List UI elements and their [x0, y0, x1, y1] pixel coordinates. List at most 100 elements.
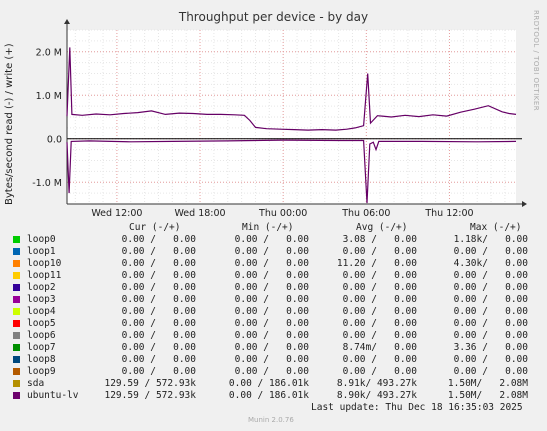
- device-name: loop9: [27, 366, 56, 377]
- legend-swatch: [13, 248, 20, 255]
- x-tick-label: Thu 06:00: [341, 208, 390, 219]
- legend-row: loop8 0.00 / 0.00 0.00 / 0.00 0.00 / 0.00 0.…: [0, 354, 547, 366]
- header-max: Max (-/+): [470, 222, 522, 233]
- legend-swatch: [13, 236, 20, 243]
- max-value: 0.00 / 0.00: [453, 354, 528, 365]
- cur-value: 0.00 / 0.00: [121, 366, 196, 377]
- header-avg: Avg (-/+): [356, 222, 408, 233]
- device-name: loop0: [27, 234, 56, 245]
- device-name: loop6: [27, 330, 56, 341]
- legend-swatch: [13, 284, 20, 291]
- avg-value: 0.00 / 0.00: [342, 354, 417, 365]
- device-name: loop7: [27, 342, 56, 353]
- avg-value: 0.00 / 0.00: [342, 282, 417, 293]
- footer-version: Munin 2.0.76: [248, 416, 294, 424]
- legend-row: loop1 0.00 / 0.00 0.00 / 0.00 0.00 / 0.00 0.…: [0, 246, 547, 258]
- cur-value: 0.00 / 0.00: [121, 330, 196, 341]
- min-value: 0.00 / 0.00: [234, 354, 309, 365]
- legend-swatch: [13, 296, 20, 303]
- device-name: loop5: [27, 318, 56, 329]
- cur-value: 0.00 / 0.00: [121, 258, 196, 269]
- min-value: 0.00 / 0.00: [234, 294, 309, 305]
- device-name: loop10: [27, 258, 62, 269]
- avg-value: 0.00 / 0.00: [342, 270, 417, 281]
- max-value: 4.30k/ 0.00: [453, 258, 528, 269]
- legend-row: loop11 0.00 / 0.00 0.00 / 0.00 0.00 / 0.00 0…: [0, 270, 547, 282]
- device-name: ubuntu-lv: [27, 390, 79, 401]
- ubuntu-lv-write-line: [66, 47, 517, 131]
- avg-value: 11.20 / 0.00: [336, 258, 417, 269]
- legend-swatch: [13, 308, 20, 315]
- cur-value: 0.00 / 0.00: [121, 342, 196, 353]
- legend-row: loop5 0.00 / 0.00 0.00 / 0.00 0.00 / 0.00 0.…: [0, 318, 547, 330]
- x-axis-arrow: [522, 201, 527, 207]
- cur-value: 0.00 / 0.00: [121, 306, 196, 317]
- tick-labels: 2.0 M 1.0 M 0.0 -1.0 M Wed 12:00 Wed 18:00 Thu…: [32, 47, 473, 219]
- avg-value: 0.00 / 0.00: [342, 318, 417, 329]
- avg-value: 8.90k/ 493.27k: [336, 390, 417, 401]
- device-name: loop3: [27, 294, 56, 305]
- cur-value: 0.00 / 0.00: [121, 318, 196, 329]
- min-value: 0.00 / 0.00: [234, 270, 309, 281]
- x-tick-label: Wed 12:00: [91, 208, 142, 219]
- legend-swatch: [13, 392, 20, 399]
- max-value: 1.18k/ 0.00: [453, 234, 528, 245]
- cur-value: 0.00 / 0.00: [121, 282, 196, 293]
- max-value: 0.00 / 0.00: [453, 270, 528, 281]
- last-update: Last update: Thu Dec 18 16:35:03 2025: [311, 402, 523, 413]
- device-name: loop4: [27, 306, 56, 317]
- min-value: 0.00 / 0.00: [234, 234, 309, 245]
- min-value: 0.00 / 186.01k: [228, 390, 309, 401]
- legend-row: loop3 0.00 / 0.00 0.00 / 0.00 0.00 / 0.00 0.…: [0, 294, 547, 306]
- max-value: 0.00 / 0.00: [453, 246, 528, 257]
- legend-swatch: [13, 272, 20, 279]
- device-name: loop8: [27, 354, 56, 365]
- legend-row: loop6 0.00 / 0.00 0.00 / 0.00 0.00 / 0.00 0.…: [0, 330, 547, 342]
- chart-title: Throughput per device - by day: [178, 10, 369, 24]
- plot-area: [67, 30, 516, 204]
- avg-value: 3.08 / 0.00: [342, 234, 417, 245]
- x-tick-label: Thu 12:00: [424, 208, 473, 219]
- legend-swatch: [13, 356, 20, 363]
- legend-row: loop0 0.00 / 0.00 0.00 / 0.00 3.08 / 0.00 1.…: [0, 234, 547, 246]
- max-value: 0.00 / 0.00: [453, 318, 528, 329]
- avg-value: 8.74m/ 0.00: [342, 342, 417, 353]
- max-value: 0.00 / 0.00: [453, 366, 528, 377]
- legend-row: loop9 0.00 / 0.00 0.00 / 0.00 0.00 / 0.00 0.…: [0, 366, 547, 378]
- min-value: 0.00 / 0.00: [234, 282, 309, 293]
- min-value: 0.00 / 0.00: [234, 306, 309, 317]
- max-value: 3.36 / 0.00: [453, 342, 528, 353]
- legend-swatch: [13, 368, 20, 375]
- legend-row: loop2 0.00 / 0.00 0.00 / 0.00 0.00 / 0.00 0.…: [0, 282, 547, 294]
- max-value: 1.50M/ 2.08M: [447, 390, 528, 401]
- y-tick-label: -1.0 M: [32, 178, 62, 189]
- device-name: loop11: [27, 270, 62, 281]
- legend-swatch: [13, 320, 20, 327]
- cur-value: 0.00 / 0.00: [121, 354, 196, 365]
- device-name: loop2: [27, 282, 56, 293]
- legend-swatch: [13, 260, 20, 267]
- avg-value: 8.91k/ 493.27k: [336, 378, 417, 389]
- cur-value: 129.59 / 572.93k: [104, 378, 196, 389]
- legend-row: sda 129.59 / 572.93k 0.00 / 186.01k 8.91k/ …: [0, 378, 547, 390]
- min-value: 0.00 / 0.00: [234, 258, 309, 269]
- series-layer: [66, 47, 517, 204]
- x-tick-label: Thu 00:00: [258, 208, 307, 219]
- y-tick-label: 2.0 M: [36, 47, 62, 58]
- min-value: 0.00 / 0.00: [234, 330, 309, 341]
- legend-row: loop10 0.00 / 0.00 0.00 / 0.00 11.20 / 0.00…: [0, 258, 547, 270]
- ubuntu-lv-read-line: [66, 139, 517, 204]
- max-value: 1.50M/ 2.08M: [447, 378, 528, 389]
- max-value: 0.00 / 0.00: [453, 294, 528, 305]
- cur-value: 129.59 / 572.93k: [104, 390, 196, 401]
- cur-value: 0.00 / 0.00: [121, 294, 196, 305]
- min-value: 0.00 / 186.01k: [228, 378, 309, 389]
- min-value: 0.00 / 0.00: [234, 366, 309, 377]
- grid-lines: [67, 29, 516, 205]
- legend-swatch: [13, 380, 20, 387]
- x-tick-label: Wed 18:00: [174, 208, 225, 219]
- avg-value: 0.00 / 0.00: [342, 246, 417, 257]
- cur-value: 0.00 / 0.00: [121, 246, 196, 257]
- y-tick-label: 1.0 M: [36, 91, 62, 102]
